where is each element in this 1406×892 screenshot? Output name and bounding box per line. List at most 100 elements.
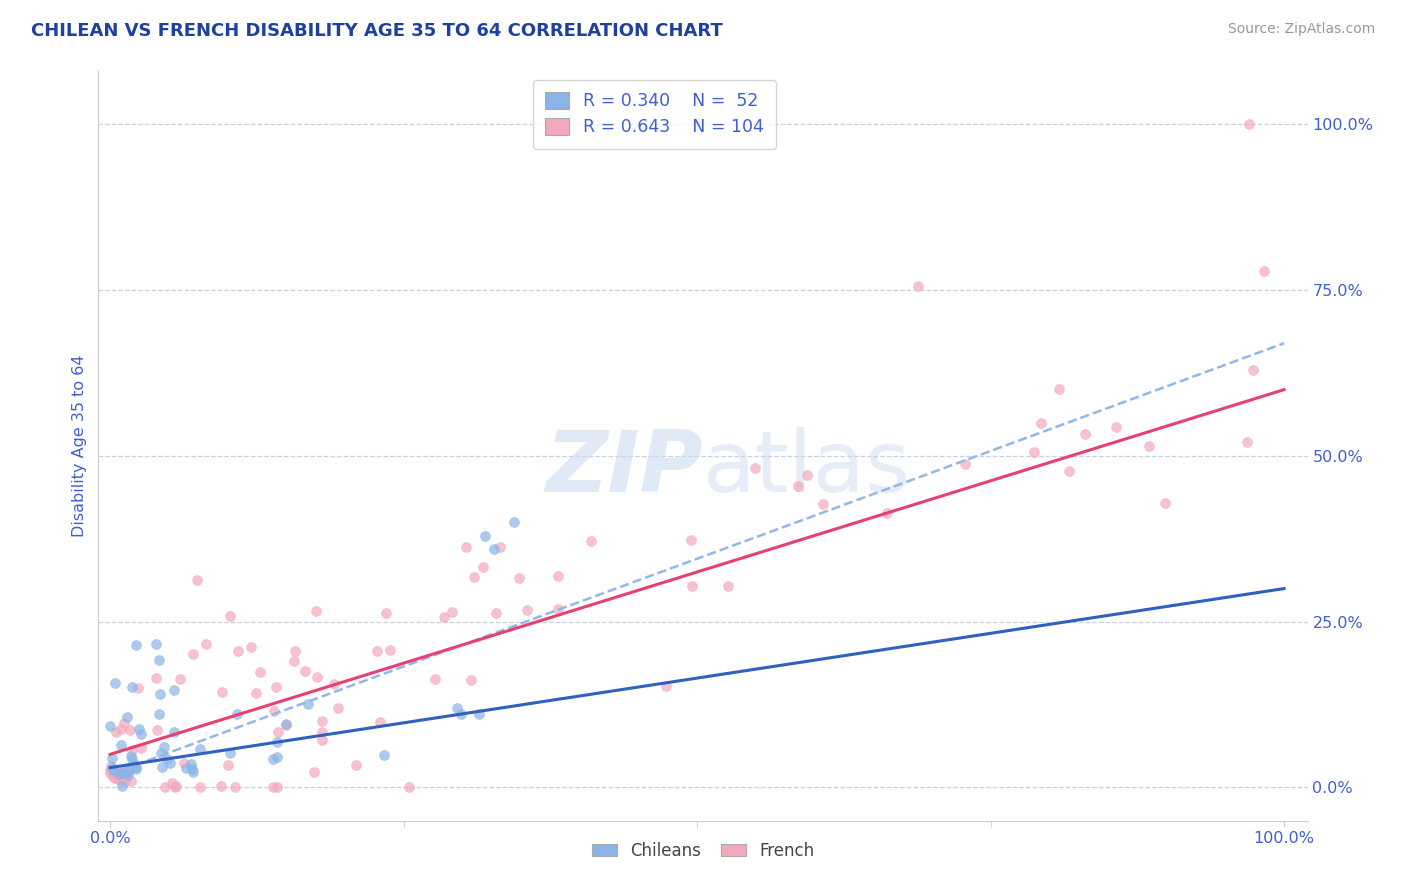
Point bbox=[326, 701, 349, 715]
Point bbox=[266, 750, 288, 764]
Point bbox=[245, 686, 267, 700]
Point bbox=[165, 780, 187, 795]
Point bbox=[267, 725, 290, 739]
Point bbox=[148, 652, 170, 666]
Point bbox=[226, 707, 249, 722]
Point bbox=[373, 747, 395, 762]
Point bbox=[1047, 382, 1070, 396]
Point bbox=[579, 534, 602, 549]
Point bbox=[274, 716, 297, 731]
Point bbox=[108, 765, 131, 780]
Point bbox=[266, 780, 288, 795]
Point bbox=[468, 706, 491, 721]
Point bbox=[366, 644, 388, 658]
Point bbox=[101, 761, 124, 775]
Point bbox=[450, 706, 472, 721]
Point bbox=[489, 540, 512, 554]
Legend: Chileans, French: Chileans, French bbox=[585, 835, 821, 866]
Point bbox=[1253, 263, 1275, 277]
Point bbox=[195, 637, 218, 651]
Point bbox=[502, 515, 524, 529]
Point bbox=[375, 607, 398, 621]
Point bbox=[145, 671, 167, 685]
Point bbox=[474, 528, 496, 542]
Point bbox=[159, 756, 181, 771]
Point bbox=[398, 780, 420, 795]
Point bbox=[165, 779, 187, 793]
Point bbox=[240, 640, 263, 655]
Point bbox=[112, 762, 135, 776]
Point bbox=[344, 758, 367, 772]
Point bbox=[101, 770, 124, 784]
Point bbox=[1237, 117, 1260, 131]
Point bbox=[100, 766, 122, 780]
Point bbox=[145, 723, 167, 738]
Point bbox=[262, 751, 284, 765]
Point bbox=[104, 676, 127, 690]
Point bbox=[1241, 363, 1264, 377]
Point bbox=[1029, 416, 1052, 430]
Point bbox=[262, 780, 284, 795]
Point bbox=[188, 742, 211, 756]
Point bbox=[1105, 420, 1128, 434]
Point bbox=[149, 747, 172, 761]
Point bbox=[433, 610, 456, 624]
Point bbox=[508, 571, 530, 585]
Point bbox=[112, 766, 135, 780]
Point bbox=[744, 461, 766, 475]
Point bbox=[145, 637, 167, 651]
Point bbox=[425, 672, 447, 686]
Point bbox=[111, 779, 134, 793]
Point bbox=[297, 697, 319, 711]
Point bbox=[302, 764, 325, 779]
Point bbox=[160, 775, 183, 789]
Point bbox=[121, 752, 143, 766]
Point bbox=[219, 608, 242, 623]
Point bbox=[274, 718, 297, 732]
Point bbox=[188, 780, 211, 795]
Point bbox=[305, 670, 328, 684]
Point bbox=[1024, 445, 1046, 459]
Point bbox=[284, 644, 307, 658]
Point bbox=[1154, 495, 1177, 509]
Point bbox=[655, 679, 678, 693]
Point bbox=[115, 710, 138, 724]
Point bbox=[1137, 439, 1160, 453]
Point bbox=[181, 647, 204, 661]
Point bbox=[110, 722, 132, 736]
Point bbox=[679, 533, 702, 547]
Point bbox=[103, 764, 125, 778]
Y-axis label: Disability Age 35 to 64: Disability Age 35 to 64 bbox=[72, 355, 87, 537]
Point bbox=[249, 665, 271, 680]
Point bbox=[323, 676, 346, 690]
Point bbox=[294, 664, 316, 678]
Point bbox=[484, 541, 506, 556]
Point bbox=[120, 748, 142, 763]
Point bbox=[953, 458, 976, 472]
Point bbox=[100, 719, 122, 733]
Point bbox=[1074, 427, 1097, 442]
Point bbox=[121, 742, 143, 756]
Point bbox=[186, 573, 208, 587]
Point bbox=[264, 680, 287, 694]
Point bbox=[129, 741, 152, 756]
Point bbox=[169, 672, 191, 686]
Point bbox=[181, 765, 204, 780]
Point bbox=[311, 714, 333, 728]
Text: CHILEAN VS FRENCH DISABILITY AGE 35 TO 64 CORRELATION CHART: CHILEAN VS FRENCH DISABILITY AGE 35 TO 6… bbox=[31, 22, 723, 40]
Point bbox=[173, 756, 195, 771]
Point bbox=[118, 723, 141, 738]
Point bbox=[117, 764, 139, 778]
Point bbox=[112, 771, 135, 785]
Point bbox=[266, 735, 288, 749]
Point bbox=[120, 773, 142, 788]
Point bbox=[228, 644, 250, 658]
Point bbox=[181, 762, 204, 776]
Point bbox=[121, 680, 143, 694]
Point bbox=[441, 605, 464, 619]
Point bbox=[224, 780, 246, 795]
Point bbox=[485, 606, 508, 620]
Point bbox=[263, 704, 285, 718]
Point bbox=[1057, 464, 1080, 478]
Point bbox=[370, 714, 392, 729]
